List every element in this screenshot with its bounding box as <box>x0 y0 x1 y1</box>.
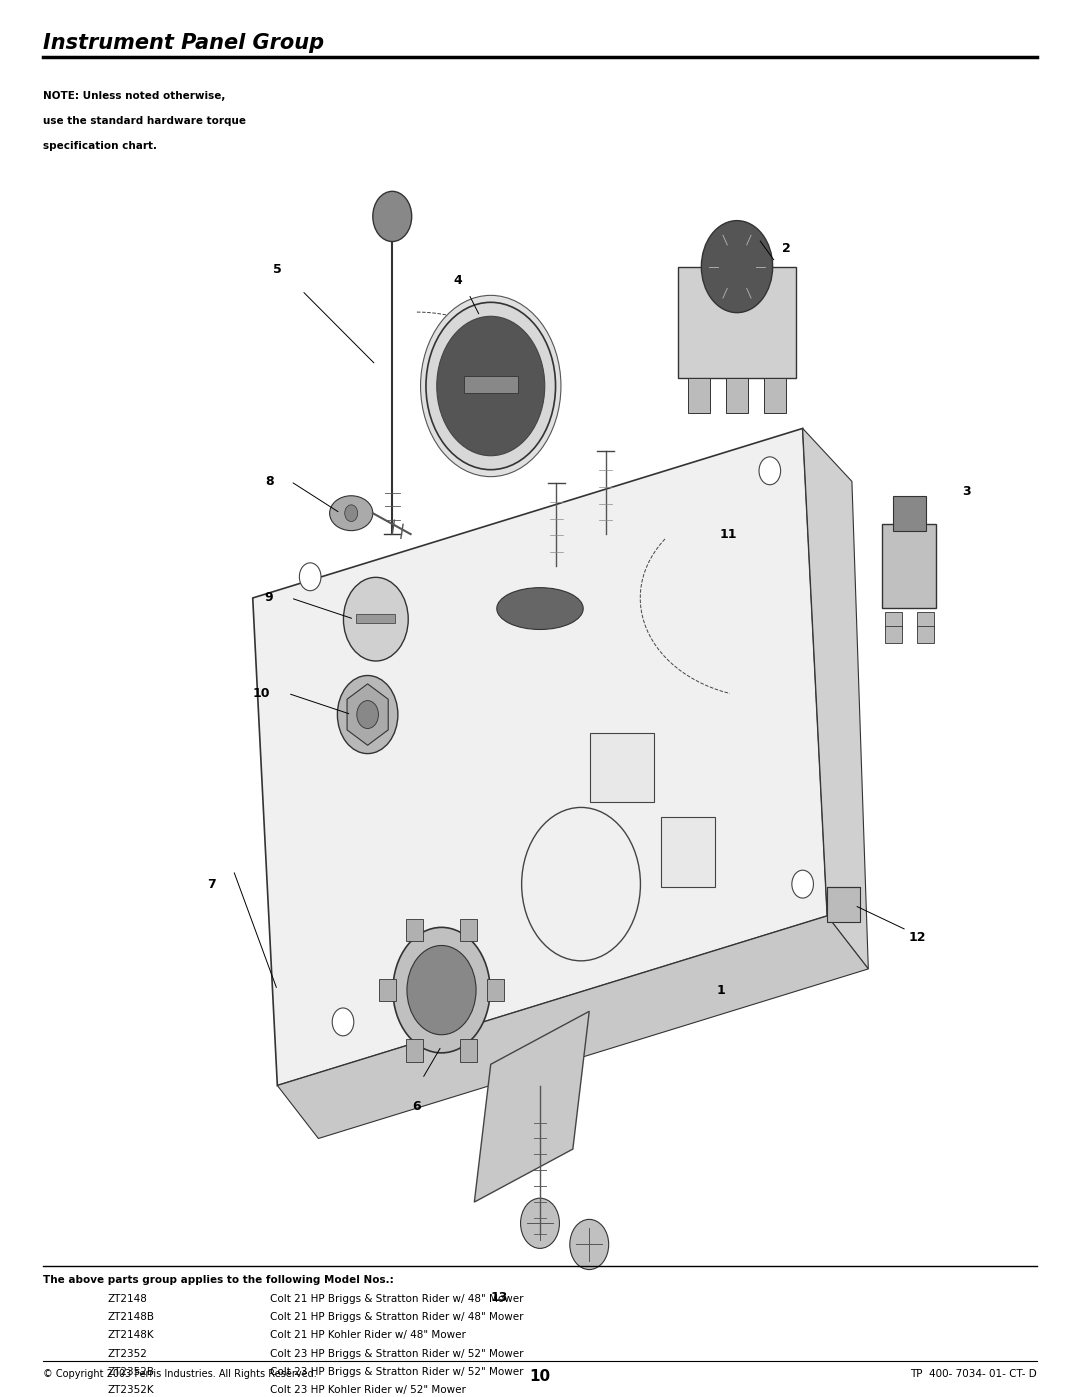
Circle shape <box>393 928 490 1053</box>
Circle shape <box>570 1220 609 1270</box>
Circle shape <box>333 1009 354 1035</box>
Bar <box>590 732 654 802</box>
Bar <box>885 612 902 629</box>
Bar <box>406 1039 423 1062</box>
Text: ZT2352K: ZT2352K <box>108 1384 154 1394</box>
Circle shape <box>759 457 781 485</box>
Polygon shape <box>278 916 868 1139</box>
Text: Colt 21 HP Briggs & Stratton Rider w/ 48" Mower: Colt 21 HP Briggs & Stratton Rider w/ 48… <box>270 1294 524 1305</box>
Text: ZT2148K: ZT2148K <box>108 1330 154 1340</box>
Text: 10: 10 <box>252 687 270 700</box>
Circle shape <box>436 316 544 455</box>
Text: 1: 1 <box>716 983 725 996</box>
Text: specification chart.: specification chart. <box>43 141 158 151</box>
Circle shape <box>701 221 772 313</box>
Bar <box>893 496 926 531</box>
Text: 5: 5 <box>273 263 282 277</box>
Text: 3: 3 <box>962 486 971 499</box>
Text: Instrument Panel Group: Instrument Panel Group <box>43 34 324 53</box>
Bar <box>882 524 936 608</box>
Bar <box>677 267 796 379</box>
Circle shape <box>299 563 321 591</box>
Circle shape <box>792 870 813 898</box>
Text: 12: 12 <box>908 930 927 943</box>
Text: Colt 21 HP Kohler Rider w/ 48" Mower: Colt 21 HP Kohler Rider w/ 48" Mower <box>270 1330 465 1340</box>
Bar <box>917 612 934 629</box>
Text: 10: 10 <box>529 1369 551 1384</box>
Circle shape <box>345 504 357 521</box>
Text: 7: 7 <box>207 877 216 891</box>
Circle shape <box>521 1199 559 1249</box>
Polygon shape <box>474 1011 590 1201</box>
Text: 13: 13 <box>490 1291 508 1303</box>
Polygon shape <box>347 685 388 745</box>
Bar <box>827 887 860 922</box>
Bar <box>463 376 517 393</box>
Bar <box>688 379 710 414</box>
Bar <box>460 1039 477 1062</box>
Bar <box>356 613 395 623</box>
Text: ZT2352: ZT2352 <box>108 1348 148 1358</box>
Polygon shape <box>253 429 827 1085</box>
Text: 6: 6 <box>413 1101 421 1113</box>
Text: Colt 23 HP Briggs & Stratton Rider w/ 52" Mower: Colt 23 HP Briggs & Stratton Rider w/ 52… <box>270 1366 524 1376</box>
Bar <box>885 626 902 643</box>
Bar <box>379 979 396 1002</box>
Text: use the standard hardware torque: use the standard hardware torque <box>43 116 246 126</box>
Bar <box>460 919 477 942</box>
Text: The above parts group applies to the following Model Nos.:: The above parts group applies to the fol… <box>43 1274 394 1285</box>
Text: 9: 9 <box>265 591 273 605</box>
Bar <box>406 919 423 942</box>
Polygon shape <box>802 429 868 970</box>
Text: NOTE: Unless noted otherwise,: NOTE: Unless noted otherwise, <box>43 91 226 101</box>
Ellipse shape <box>329 496 373 531</box>
Text: ZT2352B: ZT2352B <box>108 1366 156 1376</box>
Text: TP  400- 7034- 01- CT- D: TP 400- 7034- 01- CT- D <box>910 1369 1037 1379</box>
Circle shape <box>407 946 476 1035</box>
Bar <box>917 626 934 643</box>
Text: 11: 11 <box>720 528 738 541</box>
Bar <box>726 379 747 414</box>
Circle shape <box>426 302 555 469</box>
Text: 8: 8 <box>265 475 273 488</box>
Circle shape <box>343 577 408 661</box>
Circle shape <box>420 295 561 476</box>
Ellipse shape <box>497 588 583 630</box>
Text: Colt 23 HP Kohler Rider w/ 52" Mower: Colt 23 HP Kohler Rider w/ 52" Mower <box>270 1384 465 1394</box>
Bar <box>661 817 715 887</box>
Circle shape <box>337 676 397 753</box>
Text: Colt 21 HP Briggs & Stratton Rider w/ 48" Mower: Colt 21 HP Briggs & Stratton Rider w/ 48… <box>270 1312 524 1322</box>
Text: 4: 4 <box>454 274 462 286</box>
Text: © Copyright 2003 Ferris Industries. All Rights Reserved.: © Copyright 2003 Ferris Industries. All … <box>43 1369 316 1379</box>
Circle shape <box>373 191 411 242</box>
Text: ZT2148B: ZT2148B <box>108 1312 156 1322</box>
Bar <box>487 979 504 1002</box>
Text: ZT2148: ZT2148 <box>108 1294 148 1305</box>
Text: 2: 2 <box>782 242 791 254</box>
Bar <box>764 379 785 414</box>
Circle shape <box>356 701 378 728</box>
Text: Colt 23 HP Briggs & Stratton Rider w/ 52" Mower: Colt 23 HP Briggs & Stratton Rider w/ 52… <box>270 1348 524 1358</box>
